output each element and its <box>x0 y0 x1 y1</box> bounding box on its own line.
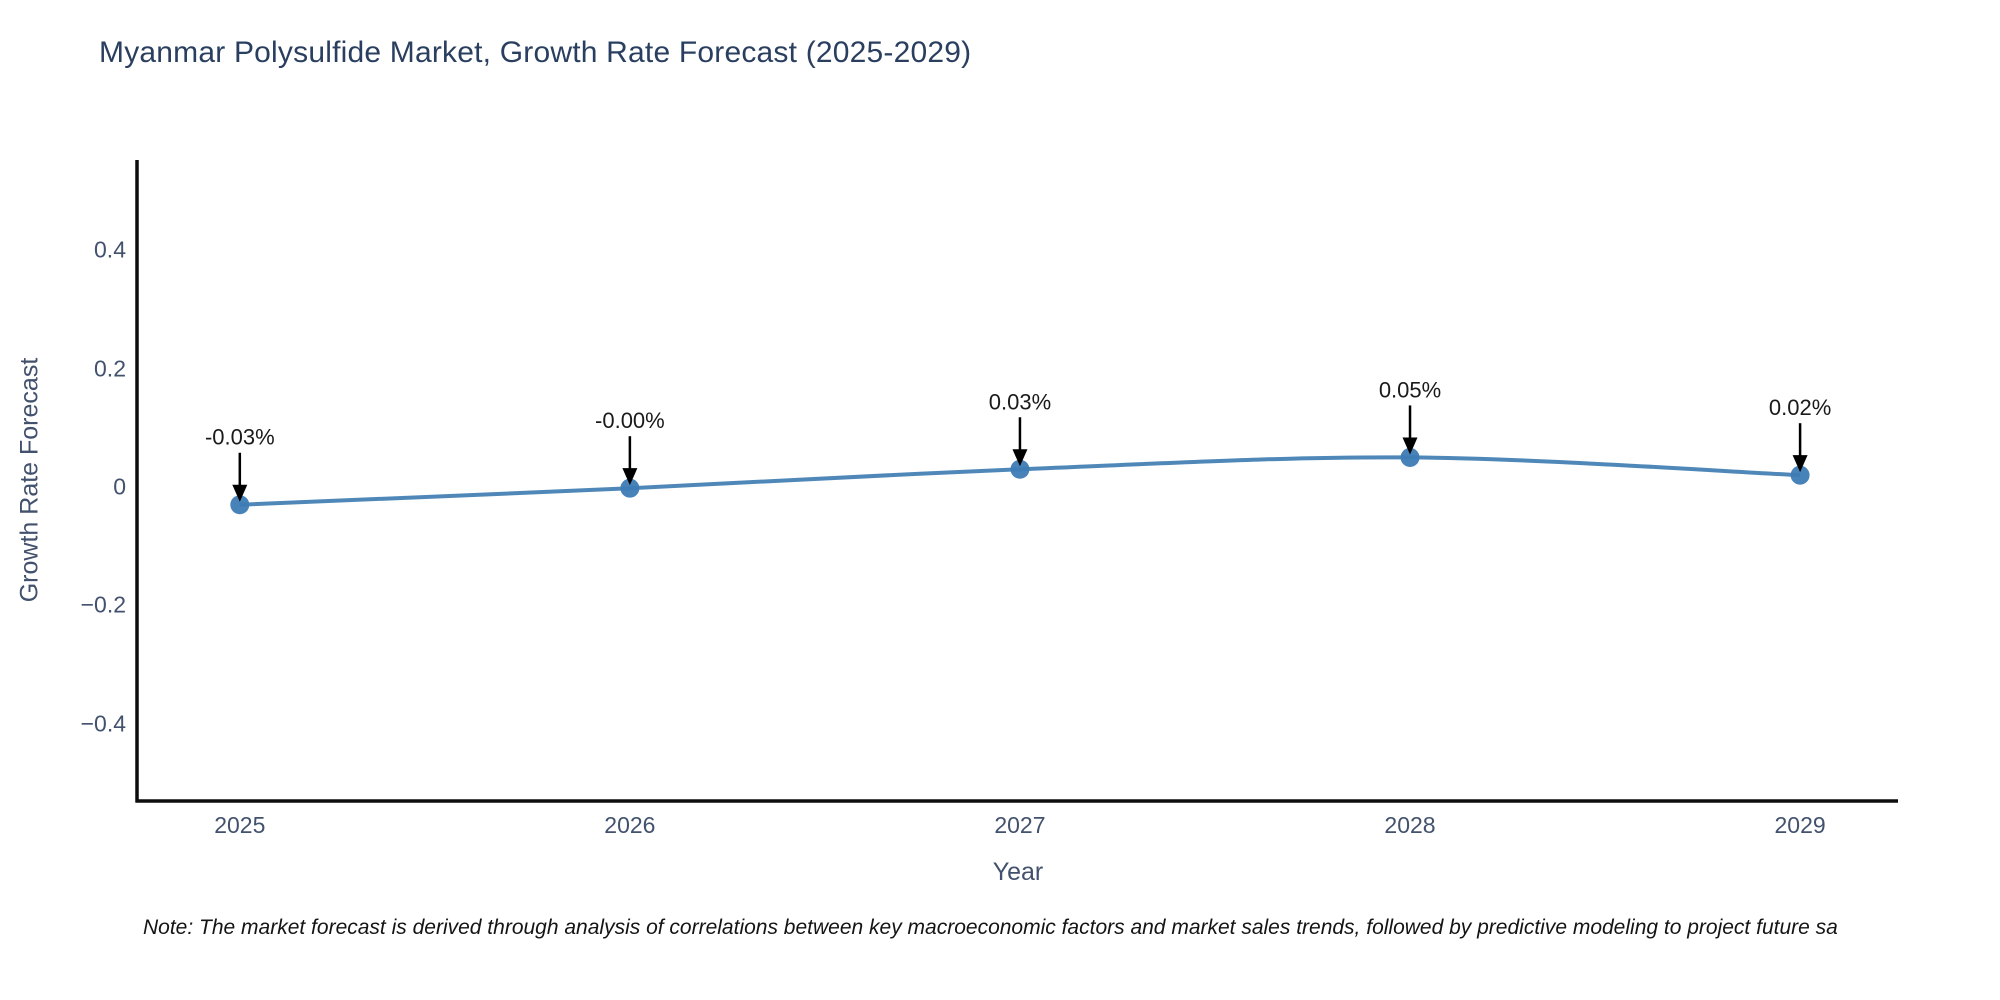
annotation-arrow-head <box>622 468 638 486</box>
footnote-text: Note: The market forecast is derived thr… <box>143 916 1838 939</box>
y-tick-label: 0 <box>113 473 126 500</box>
x-tick-label: 2028 <box>1384 812 1436 838</box>
data-point-2027[interactable] <box>1010 459 1030 479</box>
annotation-arrow-head <box>1402 437 1418 455</box>
annotation-label: 0.05% <box>1379 377 1441 402</box>
x-tick-label: 2027 <box>994 812 1046 838</box>
x-tick-label: 2029 <box>1774 812 1826 838</box>
data-point-2025[interactable] <box>230 495 250 515</box>
annotation-label: 0.03% <box>989 389 1051 414</box>
data-point-2029[interactable] <box>1790 465 1810 485</box>
annotation-arrow-head <box>232 484 248 502</box>
x-tick-label: 2026 <box>604 812 656 838</box>
data-point-2028[interactable] <box>1400 447 1420 467</box>
y-tick-label: 0.2 <box>94 355 126 382</box>
y-tick-label: −0.4 <box>80 710 126 737</box>
x-tick-label: 2025 <box>214 812 266 838</box>
annotation-arrow-head <box>1012 449 1028 467</box>
y-tick-label: 0.4 <box>94 236 126 263</box>
x-axis-title: Year <box>992 858 1044 886</box>
annotation-label: 0.02% <box>1769 395 1831 420</box>
data-point-2026[interactable] <box>620 478 640 498</box>
chart-title: Myanmar Polysulfide Market, Growth Rate … <box>99 36 972 69</box>
annotation-arrow-head <box>1792 455 1808 473</box>
annotation-label: -0.00% <box>595 408 665 433</box>
y-tick-label: −0.2 <box>80 591 126 618</box>
annotation-label: -0.03% <box>205 425 275 450</box>
